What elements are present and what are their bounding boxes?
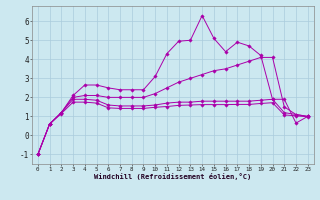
X-axis label: Windchill (Refroidissement éolien,°C): Windchill (Refroidissement éolien,°C) — [94, 173, 252, 180]
